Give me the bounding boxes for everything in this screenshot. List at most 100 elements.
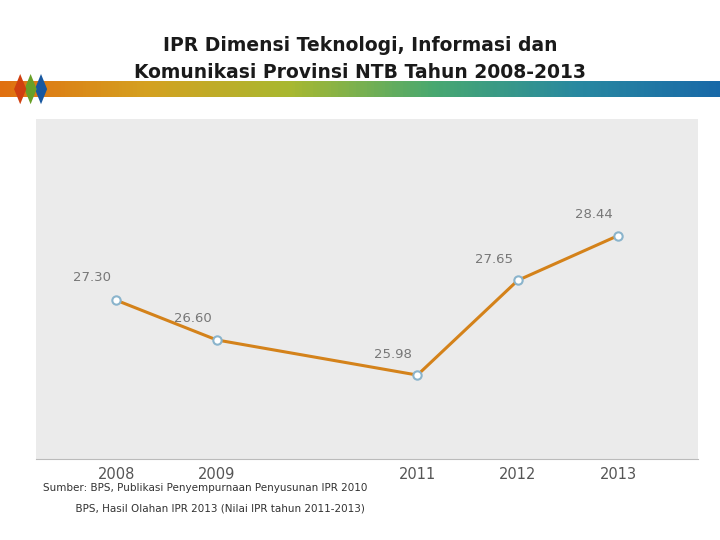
Bar (497, 81, 501, 97)
Bar (97, 81, 102, 97)
Bar (248, 81, 253, 97)
Bar (346, 81, 350, 97)
Bar (500, 81, 505, 97)
Bar (162, 81, 166, 97)
Bar (490, 81, 494, 97)
Bar (0, 81, 4, 97)
Bar (713, 81, 717, 97)
Bar (4, 81, 8, 97)
Bar (515, 81, 519, 97)
Bar (220, 81, 224, 97)
Bar (493, 81, 498, 97)
Bar (90, 81, 94, 97)
Bar (544, 81, 548, 97)
Bar (353, 81, 357, 97)
Bar (677, 81, 681, 97)
Bar (68, 81, 73, 97)
Bar (511, 81, 516, 97)
Bar (648, 81, 652, 97)
Bar (22, 81, 26, 97)
Bar (202, 81, 206, 97)
Bar (443, 81, 447, 97)
Bar (533, 81, 537, 97)
Bar (623, 81, 627, 97)
Bar (598, 81, 602, 97)
Bar (209, 81, 213, 97)
Bar (241, 81, 246, 97)
Bar (698, 81, 703, 97)
Bar (644, 81, 649, 97)
Bar (295, 81, 300, 97)
Bar (504, 81, 508, 97)
Bar (410, 81, 415, 97)
Bar (40, 81, 44, 97)
Bar (101, 81, 105, 97)
Bar (389, 81, 393, 97)
Bar (32, 81, 37, 97)
Bar (259, 81, 264, 97)
Bar (108, 81, 112, 97)
Bar (565, 81, 570, 97)
Bar (547, 81, 552, 97)
Bar (306, 81, 310, 97)
Bar (594, 81, 598, 97)
Bar (54, 81, 58, 97)
Bar (626, 81, 631, 97)
Bar (439, 81, 444, 97)
Bar (104, 81, 109, 97)
Bar (601, 81, 606, 97)
Bar (76, 81, 80, 97)
Text: 27.30: 27.30 (73, 272, 112, 285)
Bar (464, 81, 469, 97)
Bar (263, 81, 267, 97)
Bar (414, 81, 418, 97)
Bar (11, 81, 15, 97)
Bar (227, 81, 231, 97)
Bar (14, 81, 19, 97)
Text: Sumber: BPS, Publikasi Penyempurnaan Penyusunan IPR 2010: Sumber: BPS, Publikasi Penyempurnaan Pen… (43, 483, 368, 494)
Bar (292, 81, 296, 97)
Bar (238, 81, 242, 97)
Text: IPR Dimensi Teknologi, Informasi dan: IPR Dimensi Teknologi, Informasi dan (163, 36, 557, 56)
Polygon shape (24, 74, 37, 104)
Bar (72, 81, 76, 97)
Bar (360, 81, 364, 97)
Bar (421, 81, 426, 97)
Bar (151, 81, 156, 97)
Bar (184, 81, 188, 97)
Text: 27.65: 27.65 (474, 253, 513, 266)
Bar (266, 81, 271, 97)
Text: 26.60: 26.60 (174, 312, 212, 325)
Bar (691, 81, 696, 97)
Bar (479, 81, 483, 97)
Bar (158, 81, 163, 97)
Bar (403, 81, 408, 97)
Bar (432, 81, 436, 97)
Bar (126, 81, 130, 97)
Bar (450, 81, 454, 97)
Bar (428, 81, 433, 97)
Bar (457, 81, 462, 97)
Bar (385, 81, 390, 97)
Bar (716, 81, 720, 97)
Bar (47, 81, 51, 97)
Bar (695, 81, 699, 97)
Bar (112, 81, 116, 97)
Bar (454, 81, 458, 97)
Bar (709, 81, 714, 97)
Bar (299, 81, 303, 97)
Bar (288, 81, 292, 97)
Bar (522, 81, 526, 97)
Bar (461, 81, 465, 97)
Bar (115, 81, 120, 97)
Bar (83, 81, 87, 97)
Bar (508, 81, 512, 97)
Bar (234, 81, 238, 97)
Bar (554, 81, 559, 97)
Bar (572, 81, 577, 97)
Bar (7, 81, 12, 97)
Bar (475, 81, 480, 97)
Bar (342, 81, 346, 97)
Bar (526, 81, 530, 97)
Bar (652, 81, 656, 97)
